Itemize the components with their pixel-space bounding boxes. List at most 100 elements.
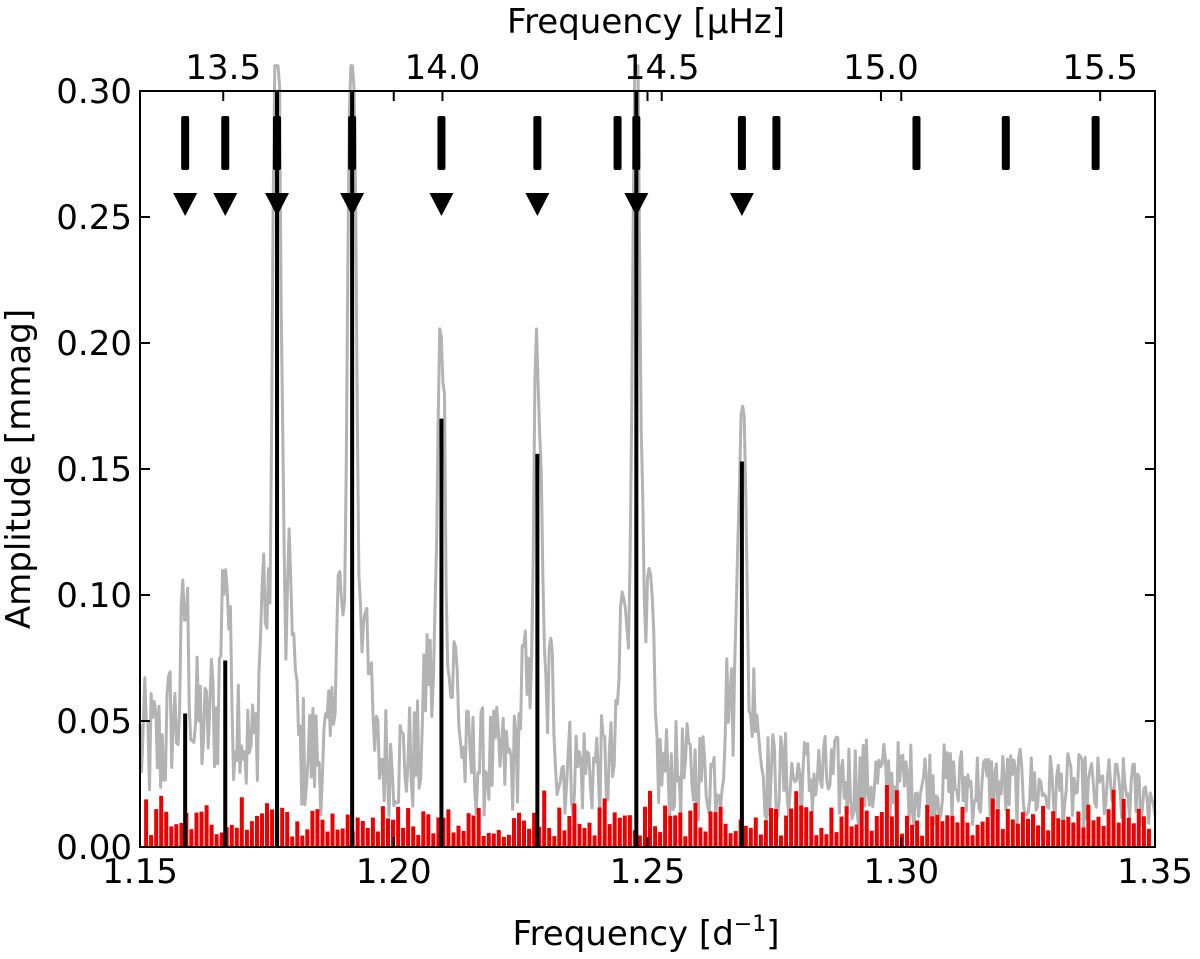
residual-bar [894, 790, 899, 847]
residual-bar [678, 812, 683, 847]
residual-bar [708, 811, 713, 847]
residual-bar [401, 827, 406, 847]
residual-bar [673, 815, 678, 847]
mode-marker-triangle [265, 193, 290, 216]
residual-bar [481, 835, 486, 847]
top-tick-label: 14.5 [624, 48, 700, 88]
residual-bar [174, 824, 179, 847]
x-axis-label-bottom: Frequency [d−1] [512, 912, 779, 954]
residual-bar [819, 828, 824, 847]
residual-bar [476, 807, 481, 847]
residual-bar [637, 835, 642, 847]
residual-bar [189, 829, 194, 847]
residual-bar [602, 798, 607, 847]
residual-bar [607, 824, 612, 847]
y-tick-label: 0.30 [56, 72, 132, 112]
residual-bar [406, 808, 411, 847]
residual-bar [355, 817, 360, 847]
top-tick-label: 15.5 [1062, 48, 1138, 88]
residual-bar [456, 825, 461, 847]
residual-bar [713, 812, 718, 847]
residual-bar [874, 816, 879, 847]
residual-bar [653, 826, 658, 847]
residual-bar [945, 815, 950, 847]
residual-bar [375, 831, 380, 847]
residual-bar [1126, 817, 1131, 847]
axes-layer: 1.15 1.20 1.25 1.30 1.35 0.00 0.05 0.10 0.15 0.20… [56, 48, 1193, 892]
residual-bar [411, 826, 416, 847]
residual-bar [774, 809, 778, 847]
residual-bar [557, 807, 562, 847]
y-tick-label: 0.10 [56, 576, 132, 616]
residual-bar [668, 815, 673, 847]
residual-bar [562, 830, 567, 847]
residual-bar [325, 831, 330, 847]
residual-bar [315, 809, 320, 847]
mode-marker-triangle [173, 193, 198, 216]
residual-bar [1000, 829, 1005, 847]
period-marker-bar [221, 116, 230, 170]
residual-bar [627, 815, 632, 847]
x-tick-label: 1.15 [102, 852, 178, 892]
residual-bar [910, 824, 915, 847]
residual-bar [1131, 823, 1136, 847]
residual-bar [1066, 816, 1071, 847]
residual-bar [1091, 820, 1096, 847]
residual-bar [421, 811, 426, 847]
residual-bar [1020, 812, 1025, 847]
periodogram-line [138, 64, 1157, 830]
residual-bar [345, 814, 350, 847]
residual-bar [446, 809, 451, 847]
residual-bar [769, 808, 773, 847]
y-axis-label: Amplitude [mmag] [0, 309, 39, 629]
residual-bar [310, 810, 315, 847]
residual-bar [794, 791, 799, 847]
residual-bar [547, 828, 552, 847]
y-tick-label: 0.15 [56, 450, 132, 490]
x-tick-label: 1.25 [610, 852, 686, 892]
residual-bar [1081, 827, 1086, 847]
residual-bar [386, 818, 390, 847]
period-marker-bar [632, 116, 641, 170]
residual-bar [889, 816, 894, 847]
residual-bar [884, 785, 889, 847]
residual-bar [512, 818, 516, 847]
residual-bar [864, 810, 869, 847]
period-marker-bar [737, 116, 746, 170]
period-marker-bar [533, 116, 542, 170]
mode-marker-triangle [624, 193, 649, 216]
residual-bar [244, 829, 249, 847]
residual-bar [335, 829, 340, 847]
residual-bar [582, 827, 587, 847]
residual-bar [396, 806, 401, 847]
residual-bar [970, 835, 975, 847]
residual-bar [209, 824, 214, 847]
residual-bar [1061, 819, 1066, 847]
residual-bar [784, 815, 789, 847]
residual-bar [285, 812, 290, 847]
residual-bar [617, 817, 622, 847]
residual-bar [824, 834, 829, 847]
residual-bar [486, 832, 491, 847]
series-layer [138, 64, 1157, 847]
residual-bar [1141, 816, 1146, 847]
residual-bar [517, 812, 521, 847]
x-tick-label: 1.20 [356, 852, 432, 892]
residual-bar [451, 832, 456, 847]
residual-bar [1086, 804, 1091, 847]
mode-marker-triangle [429, 193, 454, 216]
residual-bar [159, 795, 164, 847]
residual-bar [391, 819, 395, 847]
residual-bar [985, 817, 990, 847]
residual-bar [698, 827, 703, 847]
mode-marker-triangle [340, 193, 365, 216]
residual-bar [925, 805, 930, 847]
residual-bar [990, 798, 995, 847]
residual-bar [572, 803, 577, 847]
period-marker-bar [912, 116, 921, 170]
residual-bar [648, 790, 652, 847]
period-marker-bar [273, 116, 282, 170]
residual-bar [320, 819, 325, 847]
residual-bar [1026, 818, 1030, 847]
